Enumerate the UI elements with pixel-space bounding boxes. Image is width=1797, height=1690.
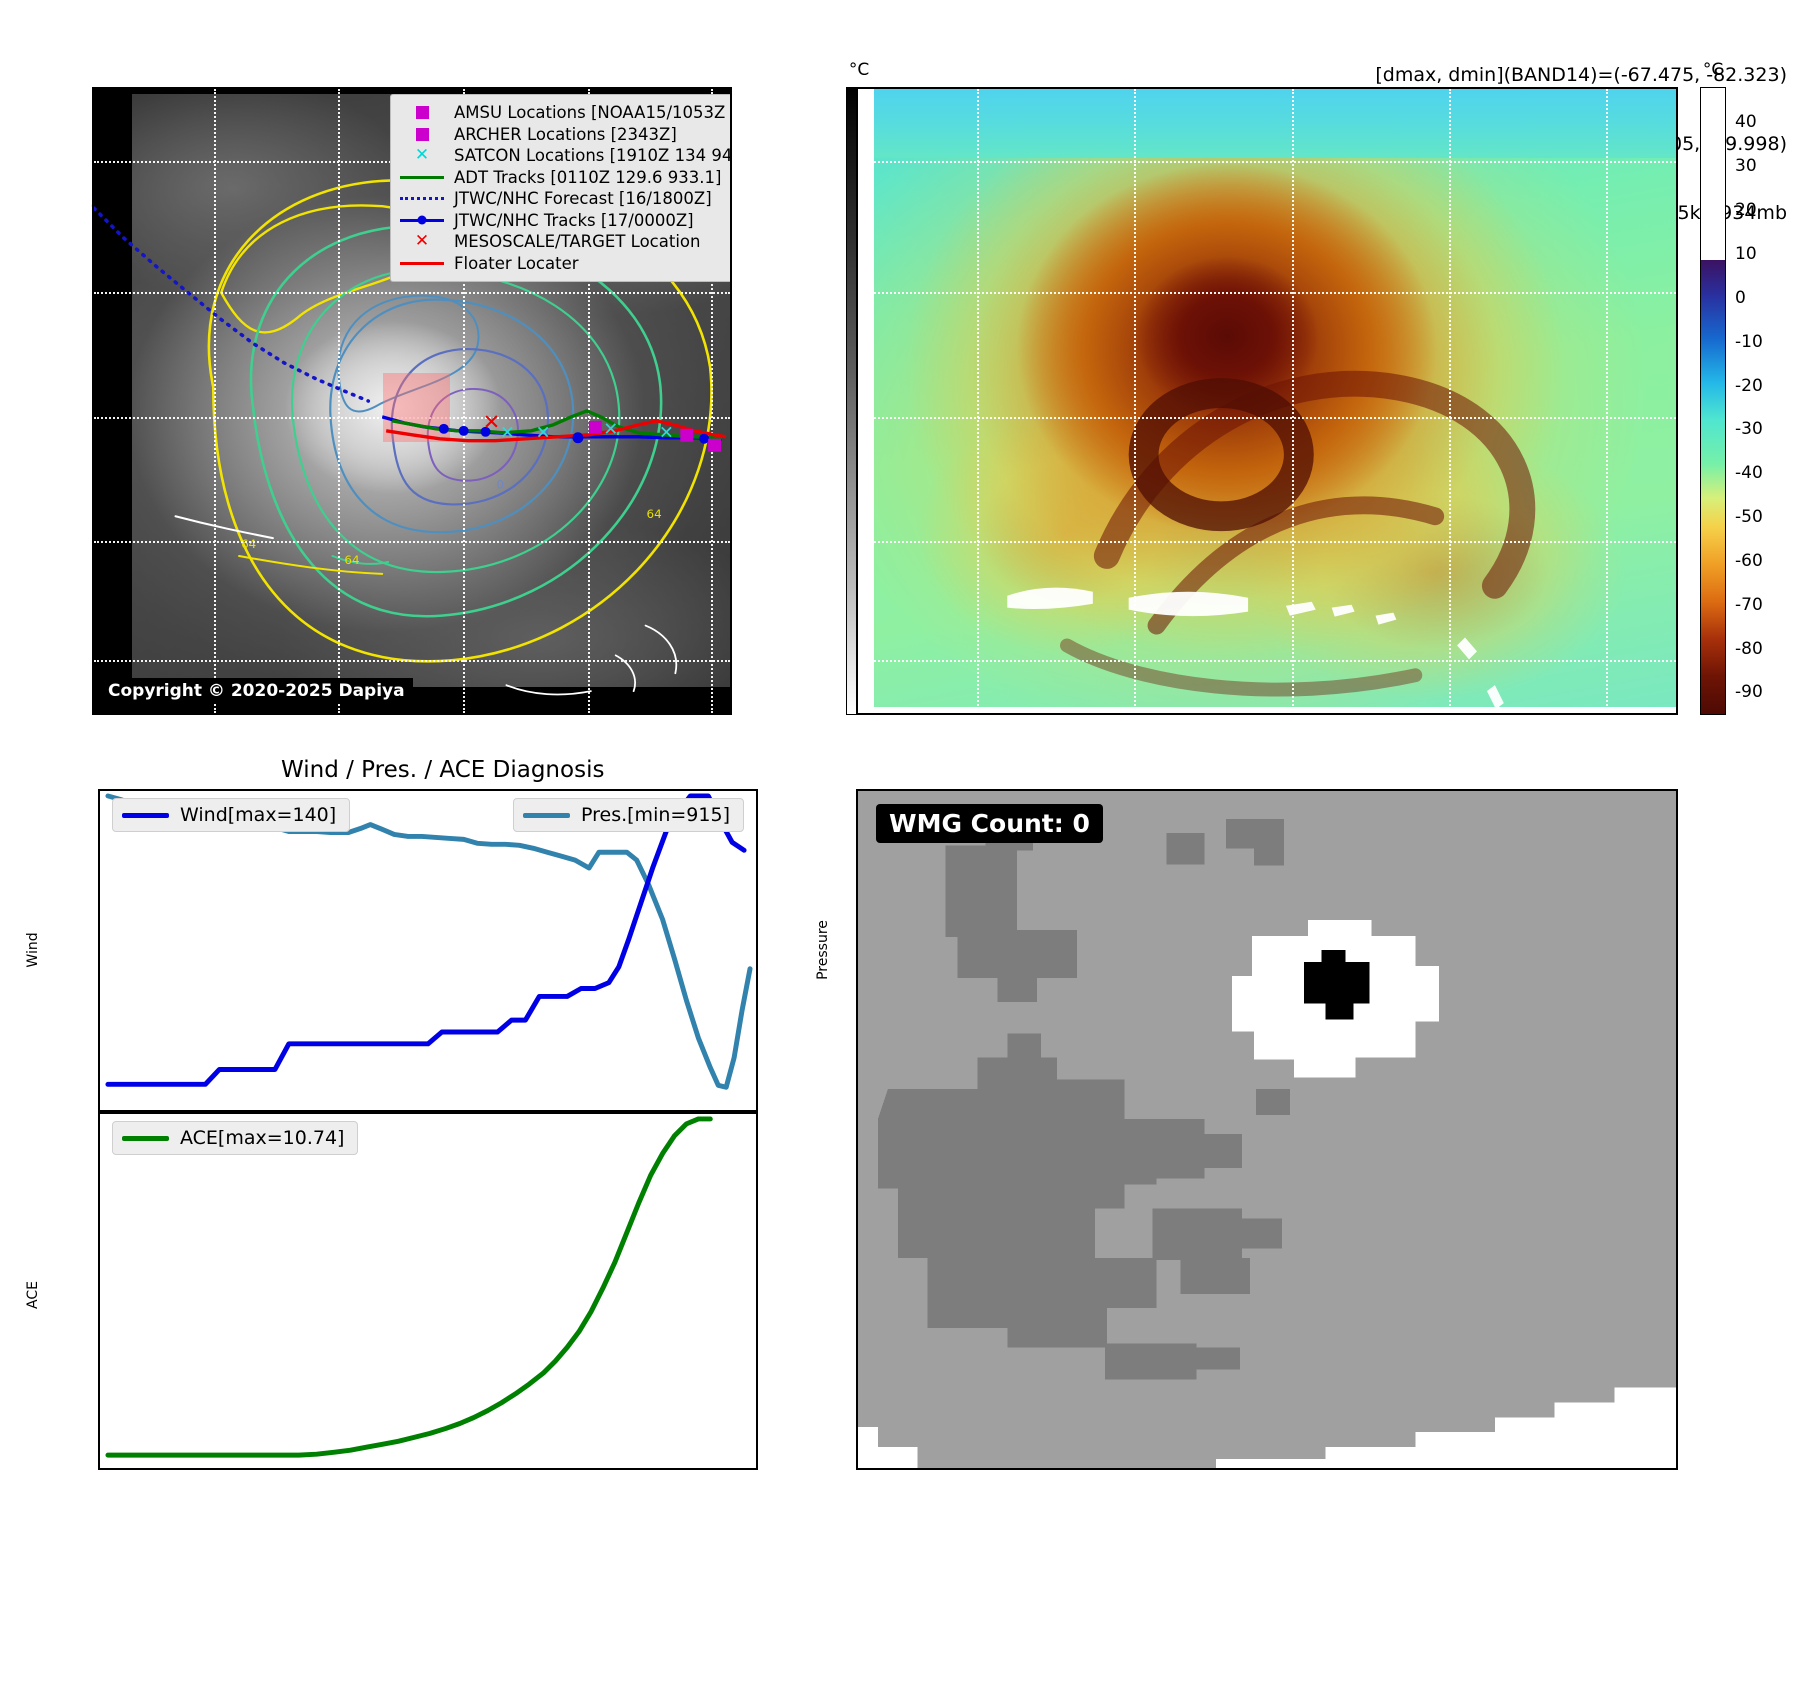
awv-sector-bottom-margin [858,706,1676,713]
wmg-panel[interactable]: WMG Count: 0 [856,789,1678,1470]
magenta-square-icon [399,105,445,121]
legend-label: ADT Tracks [0110Z 129.6 933.1] [454,167,722,187]
colorbar-tick: -20 [1735,375,1763,396]
colorbar-tick: 10 [1735,244,1757,265]
legend-item-satcon: ✕ SATCON Locations [1910Z 134 945] [399,145,732,167]
awv-coastlines [1007,587,1504,710]
red-cross-icon: ✕ [414,231,430,252]
green-line-icon [399,169,445,185]
colorbar-tick: 40 [1735,112,1757,133]
ir-sector-top-margin [94,89,730,94]
svg-text:64: 64 [241,537,256,551]
ir-sector-left-margin [94,89,132,713]
colorbar-tick: -50 [1735,507,1763,528]
magenta-square-icon [399,126,445,142]
red-line-icon [399,255,445,271]
legend-item-jtwc-forecast: JTWC/NHC Forecast [16/1800Z] [399,188,730,210]
colorbar-tick: -30 [1735,419,1763,440]
colorbar-tick: -80 [1735,639,1763,660]
svg-text:✕: ✕ [536,423,551,444]
ace-axis-title: ACE [25,1281,41,1309]
blue-dotted-line-icon [399,191,445,207]
svg-text:✕: ✕ [500,423,515,444]
jtwc-nhc-track-points [438,423,710,444]
copyright-watermark: Copyright © 2020-2025 Dapiya [100,678,413,704]
diagnosis-title: Wind / Pres. / ACE Diagnosis [281,757,605,783]
pressure-line-swatch-icon [523,812,570,818]
legend-item-mesoscale-target: ✕ MESOSCALE/TARGET Location [399,231,730,253]
colorbar-tick: 30 [1735,156,1757,177]
wind-pressure-chart[interactable]: Wind[max=140] Pres.[min=915] 140 120 100… [98,789,758,1112]
colorbar-tick: -60 [1735,551,1763,572]
wind-axis-title: Wind [25,932,41,968]
wmg-cloud-cluster-map [858,791,1676,1468]
legend-item-amsu: AMSU Locations [NOAA15/1053Z 50 1001] [399,102,730,124]
awv-spiral-bands [1007,370,1536,710]
pressure-legend-label: Pres.[min=915] [581,804,730,826]
ir-legend[interactable]: AMSU Locations [NOAA15/1053Z 50 1001] AR… [390,94,732,282]
legend-label: MESOSCALE/TARGET Location [454,232,701,251]
wind-line-swatch-icon [122,812,169,818]
legend-label: SATCON Locations [1910Z 134 945] [454,146,732,165]
svg-text:✕: ✕ [603,419,618,440]
colorbar-unit-label: °C [848,60,870,80]
pressure-legend[interactable]: Pres.[min=915] [513,798,744,832]
wind-legend[interactable]: Wind[max=140] [112,798,351,832]
storm-track-overlay: ✕ ✕ ✕ ✕ ✕ [94,206,727,452]
amsu-archer-location-markers [588,420,722,452]
svg-text:64: 64 [344,553,359,567]
legend-label: JTWC/NHC Forecast [16/1800Z] [454,189,712,208]
mesoscale-target-marker: ✕ [483,410,500,434]
ace-chart[interactable]: ACE[max=10.74] 10 8 6 4 2 0 [98,1112,758,1470]
legend-label: JTWC/NHC Tracks [17/0000Z] [454,210,694,230]
svg-text:✕: ✕ [659,423,674,444]
wind-legend-label: Wind[max=140] [180,804,337,826]
ir-satellite-panel[interactable]: 64 64 64 54 0 [92,87,732,715]
legend-label: AMSU Locations [NOAA15/1053Z 50 1001] [454,103,730,122]
legend-item-jtwc-tracks: JTWC/NHC Tracks [17/0000Z] [399,210,730,232]
jtwc-nhc-forecast-line [94,206,371,403]
blue-line-marker-icon [399,212,445,228]
legend-item-adt-tracks: ADT Tracks [0110Z 129.6 933.1] [399,167,730,189]
colorbar-tick: -70 [1735,595,1763,616]
svg-text:0: 0 [496,477,504,491]
colorbar-tick: -40 [1735,463,1763,484]
wind-pressure-plot-area [105,793,753,1090]
awv-cold-top-band [874,89,1676,158]
cyan-cross-icon: ✕ [414,145,430,166]
colorbar-unit-label: °C [1702,60,1724,80]
svg-text:64: 64 [647,507,662,521]
colorbar-gradient [1700,87,1726,715]
legend-label: ARCHER Locations [2343Z] [454,124,677,144]
awv-sector-left-margin [858,89,875,713]
dmax-dmin-band14: [dmax, dmin](BAND14)=(-67.475, -82.323) [1375,64,1787,86]
legend-label: Floater Locater [454,253,579,273]
legend-item-archer: ARCHER Locations [2343Z] [399,124,730,146]
wind-series-line [105,793,747,1087]
colorbar-tick: 20 [1735,200,1757,221]
legend-item-floater-locater: Floater Locater [399,253,730,275]
colorbar-tick: -90 [1735,682,1763,703]
awv-colorbar[interactable]: °C 40 30 20 10 0 -10 -20 -30 -40 -50 -60… [1700,60,1763,715]
isotherm-contours: 64 64 64 54 0 [174,178,713,698]
ace-series-line [105,1116,713,1458]
colorbar-tick: -10 [1735,331,1763,352]
ace-plot-area [105,1116,713,1458]
satcon-location-markers: ✕ ✕ ✕ ✕ [500,419,674,444]
ace-legend-label: ACE[max=10.74] [180,1127,345,1149]
colorbar-tick: 0 [1735,288,1746,308]
ace-line-swatch-icon [122,1135,169,1141]
wmg-count-label: WMG Count: 0 [876,804,1103,843]
awv-satellite-panel[interactable]: 24°N 22°N 20°N 18°N 16°N 68°W 66°W 64°W … [856,87,1678,715]
ace-legend[interactable]: ACE[max=10.74] [112,1121,359,1155]
pressure-axis-title: Pressure [815,920,831,980]
